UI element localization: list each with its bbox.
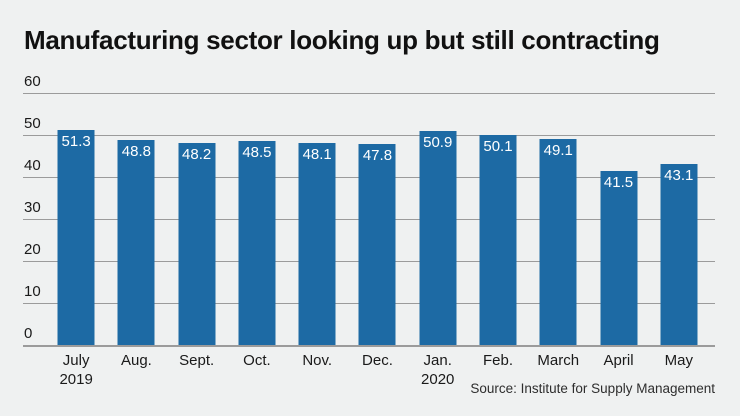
x-axis-label: Feb. [468, 351, 528, 389]
x-axis-label-line: Oct. [243, 352, 271, 369]
x-axis-label: March [528, 351, 588, 389]
bar-value-label: 50.9 [423, 134, 453, 152]
chart-title: Manufacturing sector looking up but stil… [24, 25, 660, 55]
bar-column: 48.2 [167, 93, 227, 345]
bar-value-label: 48.5 [242, 144, 272, 162]
y-tick-label: 0 [24, 325, 33, 342]
bar-value-label: 48.2 [182, 145, 212, 163]
x-axis-label-line: March [537, 352, 580, 369]
bar-column: 48.5 [227, 93, 287, 345]
bar: 48.8 [117, 140, 155, 345]
bar-column: 49.1 [528, 93, 588, 345]
bar-value-label: 51.3 [61, 132, 91, 150]
bar-value-label: 50.1 [483, 137, 513, 155]
x-axis-label-line: 2020 [421, 371, 455, 388]
x-axis-label-line: April [603, 352, 634, 369]
bar-column: 48.1 [287, 93, 347, 345]
x-axis-label-line: 2019 [59, 371, 93, 388]
bar-value-label: 47.8 [362, 147, 393, 165]
bar-column: 48.8 [106, 93, 166, 345]
x-axis-label-line: May [664, 352, 693, 369]
bar-column: 47.8 [347, 93, 407, 345]
x-axis-label: Aug. [106, 351, 166, 389]
x-axis-label: Nov. [287, 351, 347, 389]
x-axis-label-line: Sept. [179, 352, 215, 369]
gridline [23, 135, 715, 136]
bar: 43.1 [660, 163, 698, 345]
bar: 49.1 [539, 138, 577, 345]
x-axis-label-line: July [62, 352, 90, 369]
x-axis-label: Oct. [227, 351, 287, 389]
bar: 47.8 [358, 144, 396, 345]
x-axis-label-line: Nov. [302, 352, 333, 369]
x-axis-label: May [649, 351, 709, 389]
bars-layer: 51.3 48.8 48.2 48.5 48.1 47.8 50.9 50.1 49.1 41.5… [46, 93, 709, 345]
y-tick-label: 60 [24, 73, 41, 90]
y-tick-label: 40 [24, 157, 41, 174]
bar: 48.5 [238, 141, 276, 345]
bar-column: 50.1 [468, 93, 528, 345]
y-tick-label: 50 [24, 115, 41, 132]
x-axis-labels: July 2019 Aug. Sept. Oct. Nov. Dec. Jan. 2020 Feb… [46, 351, 709, 389]
x-axis-label: Sept. [167, 351, 227, 389]
bar-value-label: 41.5 [603, 173, 634, 191]
bar-column: 41.5 [588, 93, 648, 345]
x-axis-line [23, 344, 715, 347]
x-axis-label: April [588, 351, 648, 389]
x-axis-label-line: Dec. [362, 352, 393, 369]
bar-column: 51.3 [46, 93, 106, 345]
gridline [23, 93, 715, 94]
x-axis-label: Dec. [347, 351, 407, 389]
bar: 48.1 [298, 142, 336, 345]
bar: 51.3 [57, 129, 95, 345]
plot-area: 60 50 40 30 20 10 0 51.3 48.8 48.2 48.5 48.1 47.8 50… [23, 74, 715, 388]
x-axis-label: Jan. 2020 [408, 351, 468, 389]
bar: 48.2 [178, 142, 216, 345]
y-tick-label: 20 [24, 241, 41, 258]
x-axis-label-line: Aug. [120, 352, 152, 369]
bar: 50.9 [419, 131, 457, 345]
bar: 41.5 [600, 170, 638, 345]
bar-value-label: 43.1 [664, 166, 694, 184]
x-axis-label-line: Feb. [482, 352, 513, 369]
bar-value-label: 48.1 [302, 145, 332, 163]
source-attribution: Source: Institute for Supply Management [470, 381, 715, 396]
bar-column: 43.1 [649, 93, 709, 345]
x-axis-label-line: Jan. [423, 352, 452, 369]
bar-column: 50.9 [408, 93, 468, 345]
y-tick-label: 30 [24, 199, 41, 216]
bar-value-label: 48.8 [121, 143, 151, 161]
y-tick-label: 10 [24, 283, 41, 300]
x-axis-label: July 2019 [46, 351, 106, 389]
bar: 50.1 [479, 134, 517, 345]
bar-value-label: 49.1 [543, 141, 573, 159]
